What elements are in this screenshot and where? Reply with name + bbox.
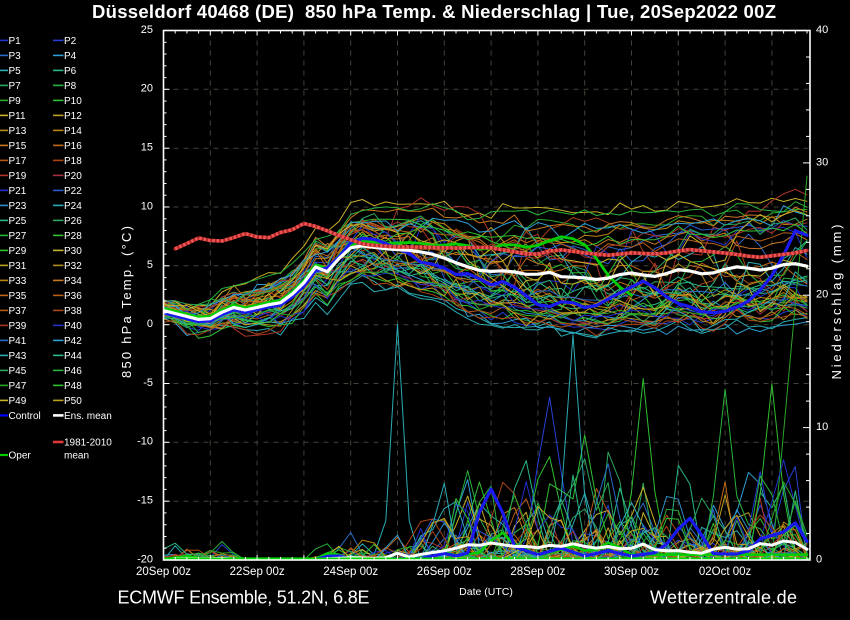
svg-text:P13: P13 [9,126,27,137]
svg-text:P23: P23 [9,201,27,212]
svg-text:P16: P16 [64,141,82,152]
svg-text:P41: P41 [9,336,27,347]
svg-text:P8: P8 [64,81,77,92]
svg-text:Date (UTC): Date (UTC) [459,586,513,598]
svg-text:P37: P37 [9,306,27,317]
svg-text:P50: P50 [64,396,82,407]
svg-text:30: 30 [816,156,828,168]
svg-text:02Oct 00z: 02Oct 00z [699,566,752,578]
svg-text:P40: P40 [64,321,82,332]
svg-text:P42: P42 [64,336,82,347]
svg-text:P33: P33 [9,276,27,287]
svg-text:P4: P4 [64,51,77,62]
svg-text:P39: P39 [9,321,27,332]
svg-text:P18: P18 [64,156,82,167]
svg-text:P43: P43 [9,351,27,362]
svg-text:30Sep 00z: 30Sep 00z [604,566,659,578]
svg-text:P34: P34 [64,276,82,287]
svg-text:-5: -5 [143,377,153,389]
svg-text:1981-2010: 1981-2010 [64,438,112,449]
svg-text:Control: Control [9,411,41,422]
svg-text:P36: P36 [64,291,82,302]
svg-text:P27: P27 [9,231,27,242]
svg-text:P15: P15 [9,141,27,152]
svg-text:P20: P20 [64,171,82,182]
svg-text:0: 0 [147,318,153,330]
svg-text:40: 40 [816,24,828,36]
svg-text:P29: P29 [9,246,27,257]
svg-text:24Sep 00z: 24Sep 00z [323,566,378,578]
svg-text:P11: P11 [9,111,26,122]
svg-text:Düsseldorf 40468 (DE) 850 hPa: Düsseldorf 40468 (DE) 850 hPa Temp. & Ni… [92,1,776,22]
svg-text:P28: P28 [64,231,82,242]
svg-text:850 hPa Temp. (°C): 850 hPa Temp. (°C) [119,226,134,378]
svg-text:P7: P7 [9,81,22,92]
svg-text:-15: -15 [137,495,153,507]
svg-text:20: 20 [816,289,828,301]
svg-text:15: 15 [141,142,153,154]
svg-text:Wetterzentrale.de: Wetterzentrale.de [650,588,797,608]
svg-text:P48: P48 [64,381,82,392]
svg-text:20: 20 [141,83,153,95]
svg-text:P3: P3 [9,51,22,62]
svg-text:P12: P12 [64,111,82,122]
svg-text:Niederschlag (mm): Niederschlag (mm) [829,225,844,380]
svg-text:10: 10 [816,421,828,433]
svg-text:20Sep 00z: 20Sep 00z [136,566,191,578]
svg-text:P22: P22 [64,186,82,197]
svg-text:P45: P45 [9,366,27,377]
svg-text:28Sep 00z: 28Sep 00z [510,566,565,578]
svg-text:25: 25 [141,24,153,36]
svg-text:Ens. mean: Ens. mean [64,411,112,422]
svg-text:10: 10 [141,200,153,212]
svg-text:P35: P35 [9,291,27,302]
svg-text:P26: P26 [64,216,82,227]
svg-text:5: 5 [147,259,153,271]
svg-text:Oper: Oper [9,451,32,462]
svg-text:P9: P9 [9,96,22,107]
svg-text:0: 0 [816,553,822,565]
svg-text:-20: -20 [137,553,153,565]
svg-text:P24: P24 [64,201,82,212]
svg-text:P30: P30 [64,246,82,257]
svg-text:P1: P1 [9,36,22,47]
svg-text:P5: P5 [9,66,22,77]
svg-text:22Sep 00z: 22Sep 00z [230,566,285,578]
svg-text:P25: P25 [9,216,27,227]
svg-text:P44: P44 [64,351,82,362]
svg-text:P10: P10 [64,96,82,107]
svg-text:P47: P47 [9,381,27,392]
svg-text:P14: P14 [64,126,82,137]
svg-text:P19: P19 [9,171,27,182]
svg-text:P49: P49 [9,396,27,407]
svg-text:P2: P2 [64,36,77,47]
svg-text:P32: P32 [64,261,82,272]
svg-text:P38: P38 [64,306,82,317]
svg-text:P46: P46 [64,366,82,377]
svg-text:P31: P31 [9,261,27,272]
svg-text:mean: mean [64,451,89,462]
svg-text:P17: P17 [9,156,27,167]
svg-text:P6: P6 [64,66,77,77]
svg-text:26Sep 00z: 26Sep 00z [417,566,472,578]
svg-text:P21: P21 [9,186,27,197]
svg-text:-10: -10 [137,436,153,448]
svg-text:ECMWF Ensemble, 51.2N, 6.8E: ECMWF Ensemble, 51.2N, 6.8E [118,588,370,608]
